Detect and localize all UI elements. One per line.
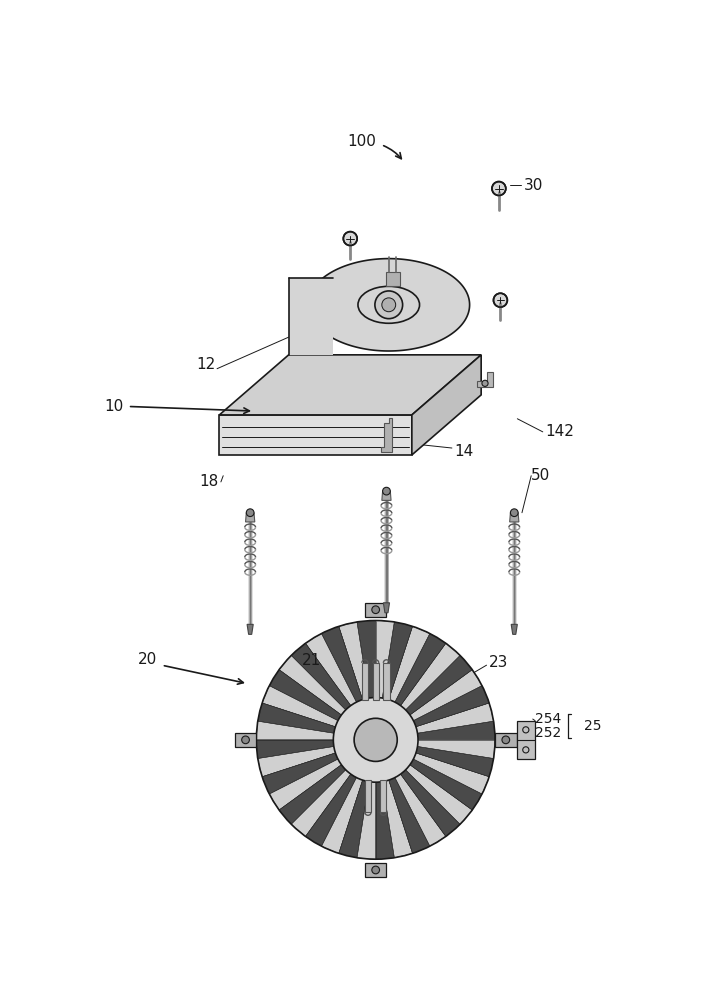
Polygon shape [400,770,460,836]
Text: 12: 12 [197,357,216,372]
Polygon shape [413,753,489,794]
Text: 25: 25 [584,719,602,733]
Polygon shape [477,372,493,387]
Polygon shape [412,355,481,455]
Polygon shape [321,778,363,853]
Text: 20: 20 [138,652,157,666]
Polygon shape [256,740,334,759]
Circle shape [382,487,390,495]
Polygon shape [357,782,376,859]
Circle shape [343,232,357,246]
Circle shape [482,380,488,386]
Text: 21: 21 [302,653,321,668]
Polygon shape [405,655,472,715]
Circle shape [372,866,379,874]
Polygon shape [291,770,350,836]
Polygon shape [410,670,482,721]
Circle shape [382,298,396,312]
Polygon shape [245,513,255,522]
Circle shape [333,698,418,782]
Circle shape [246,509,254,517]
Polygon shape [376,782,395,859]
Polygon shape [339,622,369,700]
Text: 50: 50 [531,468,550,483]
Polygon shape [410,759,482,810]
Text: 100: 100 [348,134,376,149]
Polygon shape [306,634,356,706]
Polygon shape [381,418,392,452]
Circle shape [510,509,518,517]
Polygon shape [384,603,390,613]
Text: 252: 252 [535,726,561,740]
Polygon shape [517,721,535,759]
Text: 254: 254 [535,712,561,726]
Text: 23: 23 [489,655,508,670]
Polygon shape [376,620,395,698]
Polygon shape [279,765,346,824]
Polygon shape [389,778,430,853]
Polygon shape [365,863,387,877]
Polygon shape [418,721,495,740]
Polygon shape [405,765,472,824]
Polygon shape [400,643,460,710]
Polygon shape [219,355,481,415]
Polygon shape [289,278,333,355]
Polygon shape [382,780,413,858]
Polygon shape [413,686,489,727]
Polygon shape [380,780,387,812]
Circle shape [372,606,379,614]
Text: 14: 14 [454,444,473,459]
Polygon shape [389,626,430,702]
Polygon shape [416,703,494,733]
Circle shape [354,718,397,761]
Polygon shape [235,733,256,747]
Polygon shape [262,753,338,794]
Polygon shape [382,491,391,500]
Circle shape [492,182,506,195]
Circle shape [502,736,510,744]
Polygon shape [291,643,350,710]
Polygon shape [386,272,400,286]
Polygon shape [365,780,371,812]
Polygon shape [510,513,519,522]
Circle shape [375,291,403,319]
Polygon shape [269,759,342,810]
Polygon shape [357,620,376,698]
Polygon shape [511,624,518,634]
Polygon shape [321,626,363,702]
Polygon shape [258,746,335,777]
Polygon shape [495,733,517,747]
Polygon shape [362,663,368,700]
Polygon shape [395,634,446,706]
Text: 142: 142 [545,424,574,439]
Text: 18: 18 [200,474,219,489]
Polygon shape [256,721,334,740]
Polygon shape [418,740,495,759]
Text: 10: 10 [104,399,124,414]
Polygon shape [373,663,379,700]
Circle shape [242,736,249,744]
Polygon shape [365,603,387,617]
Polygon shape [416,746,494,777]
Polygon shape [339,780,369,858]
Polygon shape [262,686,338,727]
Polygon shape [306,774,356,846]
Polygon shape [258,703,335,733]
Text: 30: 30 [523,178,543,193]
Polygon shape [219,415,412,455]
Circle shape [494,293,508,307]
Polygon shape [384,663,390,700]
Polygon shape [382,622,413,700]
Polygon shape [395,774,446,846]
Polygon shape [308,259,470,351]
Polygon shape [269,670,342,721]
Polygon shape [247,624,253,634]
Polygon shape [279,655,346,715]
